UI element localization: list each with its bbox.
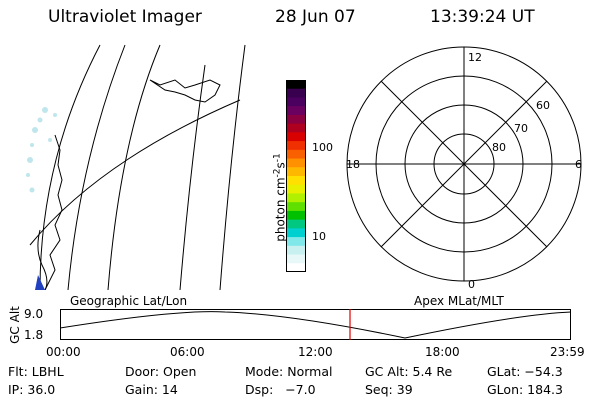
colorbar-segment [286, 210, 306, 221]
status-mode: Mode: Normal [245, 364, 333, 379]
lat-label-60: 60 [536, 99, 550, 112]
mlt-label-18: 18 [346, 158, 360, 171]
colorbar-segment [286, 114, 306, 125]
colorbar-segment [286, 167, 306, 177]
colorbar-segment [286, 80, 306, 90]
colorbar-segment [286, 141, 306, 151]
colorbar-segment [286, 184, 306, 195]
colorbar-segment [286, 106, 306, 116]
instrument-title: Ultraviolet Imager [48, 7, 202, 27]
geographic-map [26, 44, 246, 290]
colorbar-tick-10: 10 [312, 230, 326, 243]
time-label: 13:39:24 UT [430, 7, 535, 27]
status-glon: GLon: 184.3 [487, 382, 563, 397]
colorbar-segment [286, 176, 306, 186]
altitude-axis-title: GC Alt [8, 306, 22, 344]
colorbar-tick-100: 100 [312, 141, 333, 154]
mlt-label-6: 6 [575, 158, 582, 171]
altitude-tick-high: 9.0 [24, 307, 44, 321]
xtick-1200: 12:00 [298, 345, 333, 359]
colorbar-segment [286, 237, 306, 247]
colorbar [286, 80, 306, 272]
colorbar-segment [286, 158, 306, 168]
colorbar-segment [286, 97, 306, 107]
status-ip: IP: 36.0 [8, 382, 56, 397]
polar-plot: 12 18 6 0 60 70 80 [346, 46, 582, 290]
altitude-plot [60, 309, 572, 340]
colorbar-unit-label: photon cm-2s-1 [272, 153, 288, 242]
mlt-label-0: 0 [468, 278, 475, 290]
colorbar-segment [286, 123, 306, 133]
colorbar-segment [286, 149, 306, 160]
colorbar-segment [286, 245, 306, 256]
xtick-1800: 18:00 [425, 345, 460, 359]
colorbar-segment [286, 202, 306, 212]
altitude-tick-low: 1.8 [24, 328, 44, 342]
date-label: 28 Jun 07 [275, 7, 356, 27]
colorbar-segment [286, 228, 306, 238]
status-filter: Flt: LBHL [8, 364, 64, 379]
xtick-0000: 00:00 [46, 345, 81, 359]
xtick-2359: 23:59 [550, 345, 585, 359]
status-gc-alt: GC Alt: 5.4 Re [365, 364, 453, 379]
colorbar-segment [286, 132, 306, 142]
xtick-0600: 06:00 [170, 345, 205, 359]
left-caption: Geographic Lat/Lon [70, 294, 188, 308]
lat-label-70: 70 [514, 122, 528, 135]
status-dsp: Dsp: −7.0 [245, 382, 316, 397]
colorbar-segment [286, 254, 306, 264]
status-door: Door: Open [125, 364, 197, 379]
colorbar-border [286, 80, 306, 272]
mlt-label-12: 12 [468, 51, 482, 64]
colorbar-segment [286, 193, 306, 203]
colorbar-segment [286, 263, 306, 272]
colorbar-segment [286, 88, 306, 99]
status-seq: Seq: 39 [365, 382, 413, 397]
lat-label-80: 80 [492, 141, 506, 154]
status-glat: GLat: −54.3 [487, 364, 563, 379]
colorbar-segment [286, 219, 306, 229]
right-caption: Apex MLat/MLT [414, 294, 504, 308]
status-gain: Gain: 14 [125, 382, 178, 397]
